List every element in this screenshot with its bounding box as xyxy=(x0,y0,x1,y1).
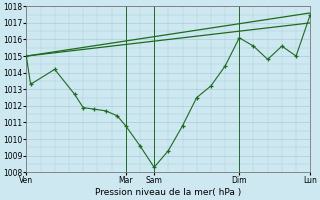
X-axis label: Pression niveau de la mer( hPa ): Pression niveau de la mer( hPa ) xyxy=(95,188,241,197)
